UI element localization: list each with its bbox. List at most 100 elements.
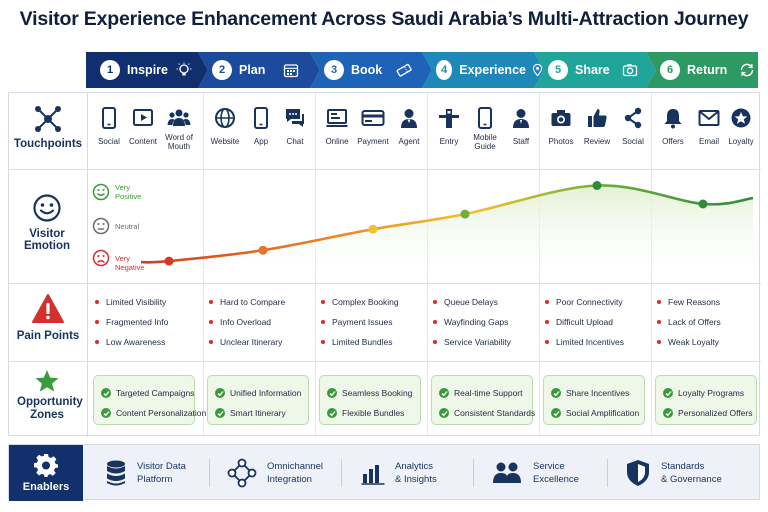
emotion-point-share <box>592 181 602 190</box>
touchpoint-agent: Agent <box>391 107 427 146</box>
play-icon <box>133 109 153 126</box>
stage-number: 4 <box>436 60 452 80</box>
check-icon <box>551 408 561 418</box>
stage-plan[interactable]: 2 Plan <box>198 52 320 88</box>
pain-point-item: Wayfinding Gaps <box>433 317 508 327</box>
bullet-icon <box>433 339 437 344</box>
smiley-face-icon <box>33 194 61 222</box>
touchpoint-loyalty: Loyalty <box>723 107 759 146</box>
bell-icon <box>664 109 682 129</box>
refresh-icon <box>741 63 754 77</box>
camera-icon <box>551 110 571 126</box>
touchpoint-website: Website <box>207 107 243 146</box>
camera-icon <box>622 62 638 78</box>
opportunity-item: Unified Information <box>215 383 308 403</box>
bullet-icon <box>95 319 99 324</box>
pain-point-item: Poor Connectivity <box>545 297 623 307</box>
row-header-emotion: Visitor Emotion <box>9 193 85 252</box>
opportunity-item: Consistent Standards <box>439 403 535 423</box>
pain-point-item: Service Variability <box>433 337 511 347</box>
gear-icon <box>34 454 58 477</box>
enabler-visitor-data-platform: Visitor Data Platform <box>105 445 186 501</box>
stage-inspire[interactable]: 1 Inspire <box>86 52 208 88</box>
opportunity-box: Share Incentives Social Amplification <box>543 375 645 425</box>
bullet-icon <box>657 299 661 304</box>
bullet-icon <box>657 339 661 344</box>
emotion-level-neutral: Neutral <box>115 222 140 231</box>
bar-chart-icon <box>361 465 385 485</box>
enabler-omnichannel-integration: Omnichannel Integration <box>227 445 323 501</box>
check-icon <box>663 408 673 418</box>
enablers-title: Enablers <box>22 481 70 493</box>
touchpoint-social: Social <box>91 107 127 146</box>
bullet-icon <box>209 339 213 344</box>
row-header-opportunity: Opportunity Zones <box>9 369 85 422</box>
emotion-point-return <box>698 199 708 209</box>
pain-point-item: Limited Incentives <box>545 337 624 347</box>
pain-point-item: Few Reasons <box>657 297 720 307</box>
pain-point-item: Info Overload <box>209 317 271 327</box>
shield-icon <box>627 460 649 486</box>
neutral-face-icon <box>92 217 110 235</box>
enabler-service-excellence: Service Excellence <box>491 445 579 501</box>
bullet-icon <box>95 299 99 304</box>
person-icon <box>513 109 529 128</box>
stage-book[interactable]: 3 Book <box>310 52 432 88</box>
sad-face-icon <box>92 249 110 267</box>
bullet-icon <box>321 299 325 304</box>
location-pin-icon <box>531 62 544 78</box>
row-header-label: Touchpoints <box>13 138 83 150</box>
touchpoint-online: Online <box>319 107 355 146</box>
opportunity-box: Targeted Campaigns Content Personalizatio… <box>93 375 206 425</box>
bullet-icon <box>545 299 549 304</box>
opportunity-box: Real-time Support Consistent Standards <box>431 375 535 425</box>
stage-share[interactable]: 5 Share <box>534 52 656 88</box>
stage-number: 1 <box>100 60 120 80</box>
calendar-icon <box>283 62 299 78</box>
pain-point-item: Payment Issues <box>321 317 392 327</box>
stage-number: 6 <box>660 60 680 80</box>
opportunity-item: Targeted Campaigns <box>101 383 194 403</box>
laptop-icon <box>326 109 348 127</box>
opportunity-box: Loyalty Programs Personalized Offers <box>655 375 757 425</box>
check-icon <box>101 408 111 418</box>
touchpoint-payment: Payment <box>355 107 391 146</box>
row-header-label: Visitor Emotion <box>24 228 70 252</box>
people-icon <box>493 462 521 483</box>
opportunity-item: Personalized Offers <box>663 403 756 423</box>
star-badge-icon <box>731 108 751 128</box>
stage-return[interactable]: 6 Return <box>646 52 758 88</box>
network-icon <box>227 458 257 488</box>
opportunity-item: Social Amplification <box>551 403 644 423</box>
emotion-point-inspire <box>164 256 174 266</box>
lightbulb-icon <box>176 62 192 78</box>
opportunity-box: Seamless Booking Flexible Bundles <box>319 375 421 425</box>
bullet-icon <box>545 339 549 344</box>
stage-experience[interactable]: 4 Experience <box>422 52 544 88</box>
enablers-bar: Enablers Visitor Data Platform Omnichanne… <box>8 444 760 501</box>
check-icon <box>101 388 111 398</box>
pain-point-item: Fragmented Info <box>95 317 168 327</box>
touchpoint-review: Review <box>579 107 615 146</box>
row-header-label: Pain Points <box>16 330 80 342</box>
pain-point-item: Queue Delays <box>433 297 498 307</box>
check-icon <box>327 408 337 418</box>
opportunity-item: Seamless Booking <box>327 383 420 403</box>
enabler-analytics-insights: Analytics & Insights <box>361 445 437 501</box>
bullet-icon <box>433 319 437 324</box>
pain-point-item: Low Awareness <box>95 337 165 347</box>
opportunity-item: Share Incentives <box>551 383 644 403</box>
touchpoint-staff: Staff <box>503 107 539 146</box>
smartphone-icon <box>102 107 116 129</box>
pain-point-item: Lack of Offers <box>657 317 721 327</box>
enabler-standards-governance: Standards & Governance <box>625 445 722 501</box>
pain-point-item: Hard to Compare <box>209 297 285 307</box>
touchpoint-word-of-mouth: Word of Mouth <box>161 107 197 151</box>
pain-point-item: Unclear Itinerary <box>209 337 282 347</box>
touchpoint-chat: Chat <box>277 107 313 146</box>
check-icon <box>215 408 225 418</box>
check-icon <box>327 388 337 398</box>
bullet-icon <box>321 339 325 344</box>
journey-stage-bar: 1 Inspire 2 Plan 3 Book 4 Experience 5 S… <box>86 52 758 88</box>
opportunity-item: Real-time Support <box>439 383 532 403</box>
